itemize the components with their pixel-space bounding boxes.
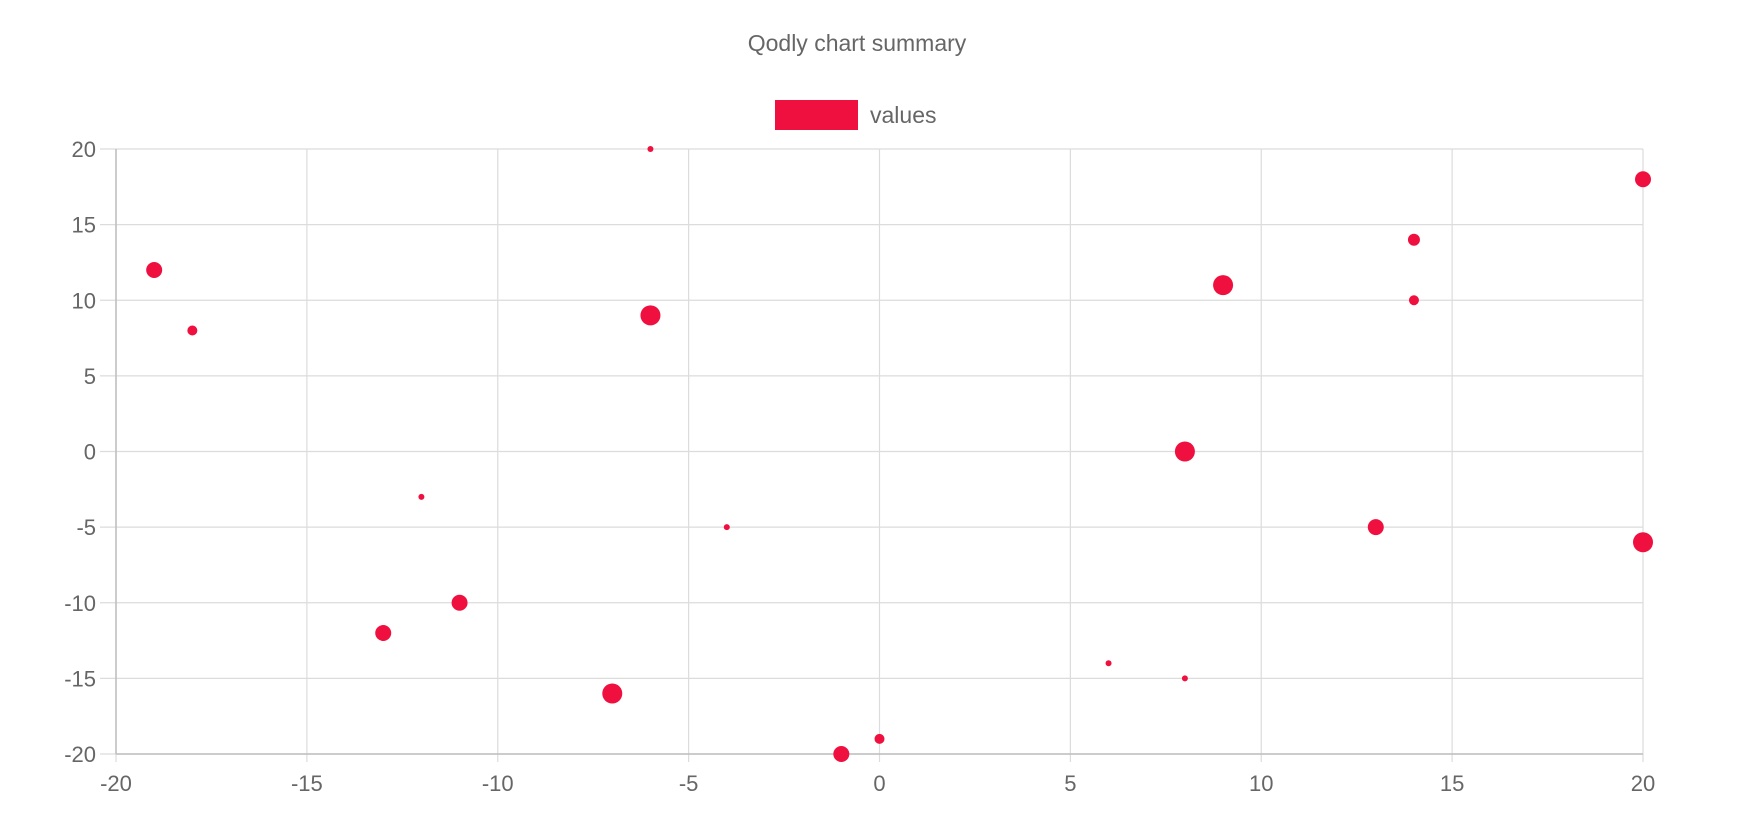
data-point[interactable]	[833, 746, 850, 762]
data-point[interactable]	[375, 625, 392, 641]
legend-swatch	[775, 100, 858, 130]
x-tick-label: 10	[1249, 771, 1273, 796]
y-tick-label: 15	[72, 213, 96, 238]
y-tick-label: -20	[64, 742, 96, 767]
data-point[interactable]	[1408, 295, 1419, 306]
y-tick-label: -5	[76, 515, 96, 540]
data-points	[146, 146, 1653, 762]
chart-title: Qodly chart summary	[748, 30, 967, 56]
axes	[115, 149, 1643, 755]
y-tick-label: -10	[64, 591, 96, 616]
y-tick-label: -15	[64, 666, 96, 691]
data-point[interactable]	[1407, 233, 1420, 246]
y-axis-ticks: 20 15 10 5 0 -5 -10 -15 -20	[64, 137, 96, 767]
y-tick-label: 5	[84, 364, 96, 389]
legend[interactable]: values	[775, 100, 936, 130]
x-tick-label: 20	[1631, 771, 1655, 796]
x-tick-label: -20	[100, 771, 132, 796]
data-point[interactable]	[1367, 519, 1384, 536]
data-point[interactable]	[1181, 675, 1188, 682]
data-point[interactable]	[647, 146, 654, 152]
data-point[interactable]	[1635, 171, 1651, 188]
data-point[interactable]	[418, 493, 425, 500]
data-point[interactable]	[187, 325, 198, 336]
data-point[interactable]	[1174, 441, 1195, 462]
data-point[interactable]	[602, 683, 623, 704]
data-point[interactable]	[1633, 532, 1653, 553]
x-tick-label: 15	[1440, 771, 1464, 796]
data-point[interactable]	[451, 594, 468, 611]
data-point[interactable]	[146, 262, 163, 278]
data-point[interactable]	[1105, 660, 1112, 667]
legend-label: values	[870, 102, 936, 128]
x-tick-label: -15	[291, 771, 323, 796]
data-point[interactable]	[723, 524, 730, 531]
x-tick-label: -10	[482, 771, 514, 796]
data-point[interactable]	[874, 733, 885, 744]
data-point[interactable]	[1213, 275, 1234, 296]
x-axis-ticks: -20 -15 -10 -5 0 5 10 15 20	[100, 771, 1655, 796]
y-tick-label: 10	[72, 288, 96, 313]
x-tick-label: -5	[679, 771, 699, 796]
x-tick-label: 5	[1064, 771, 1076, 796]
y-tick-label: 20	[72, 137, 96, 162]
y-tick-label: 0	[84, 440, 96, 465]
x-tick-label: 0	[873, 771, 885, 796]
data-point[interactable]	[640, 305, 661, 326]
